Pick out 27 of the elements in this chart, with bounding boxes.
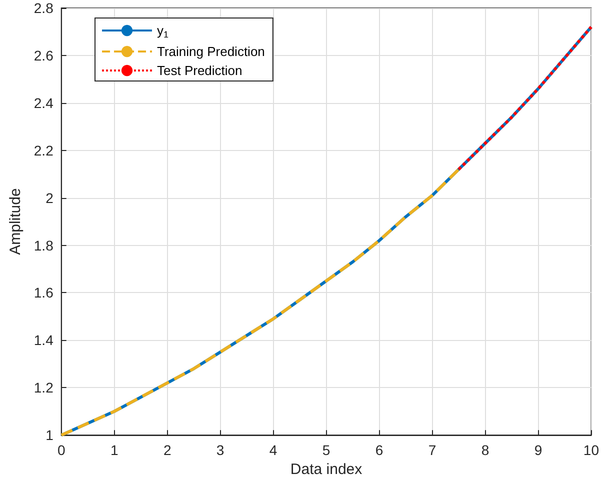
y-tick-label: 2.4 [34,94,54,111]
x-tick-label: 0 [57,442,66,458]
y-tick-label: 2.8 [34,0,54,16]
x-tick-label: 4 [269,442,278,458]
x-tick-label: 10 [583,442,600,458]
x-tick-label: 6 [375,442,384,458]
y-tick-label: 1 [46,427,54,444]
y-tick-label: 2.2 [34,142,54,158]
x-axis-title: Data index [290,461,363,478]
x-tick-label: 3 [216,442,224,458]
y-tick-label: 2.6 [34,47,54,64]
legend-label: Test Prediction [157,63,242,78]
x-tick-label: 5 [322,442,330,458]
y-axis-title: Amplitude [7,188,24,255]
y-tick-label: 1.6 [34,284,54,301]
y-tick-label: 1.2 [34,380,54,396]
line-series [60,168,460,437]
x-tick-label: 2 [163,442,172,458]
x-tick-label: 9 [534,442,542,458]
line-series [457,25,593,171]
legend-label: Training Prediction [157,44,265,59]
x-tick-label: 1 [110,442,118,458]
y-tick-label: 2 [46,190,54,206]
x-tick-label: 8 [481,442,490,458]
y-tick-label: 1.8 [34,237,54,254]
x-tick-label: 7 [428,442,436,458]
y-tick-label: 1.4 [34,332,54,348]
